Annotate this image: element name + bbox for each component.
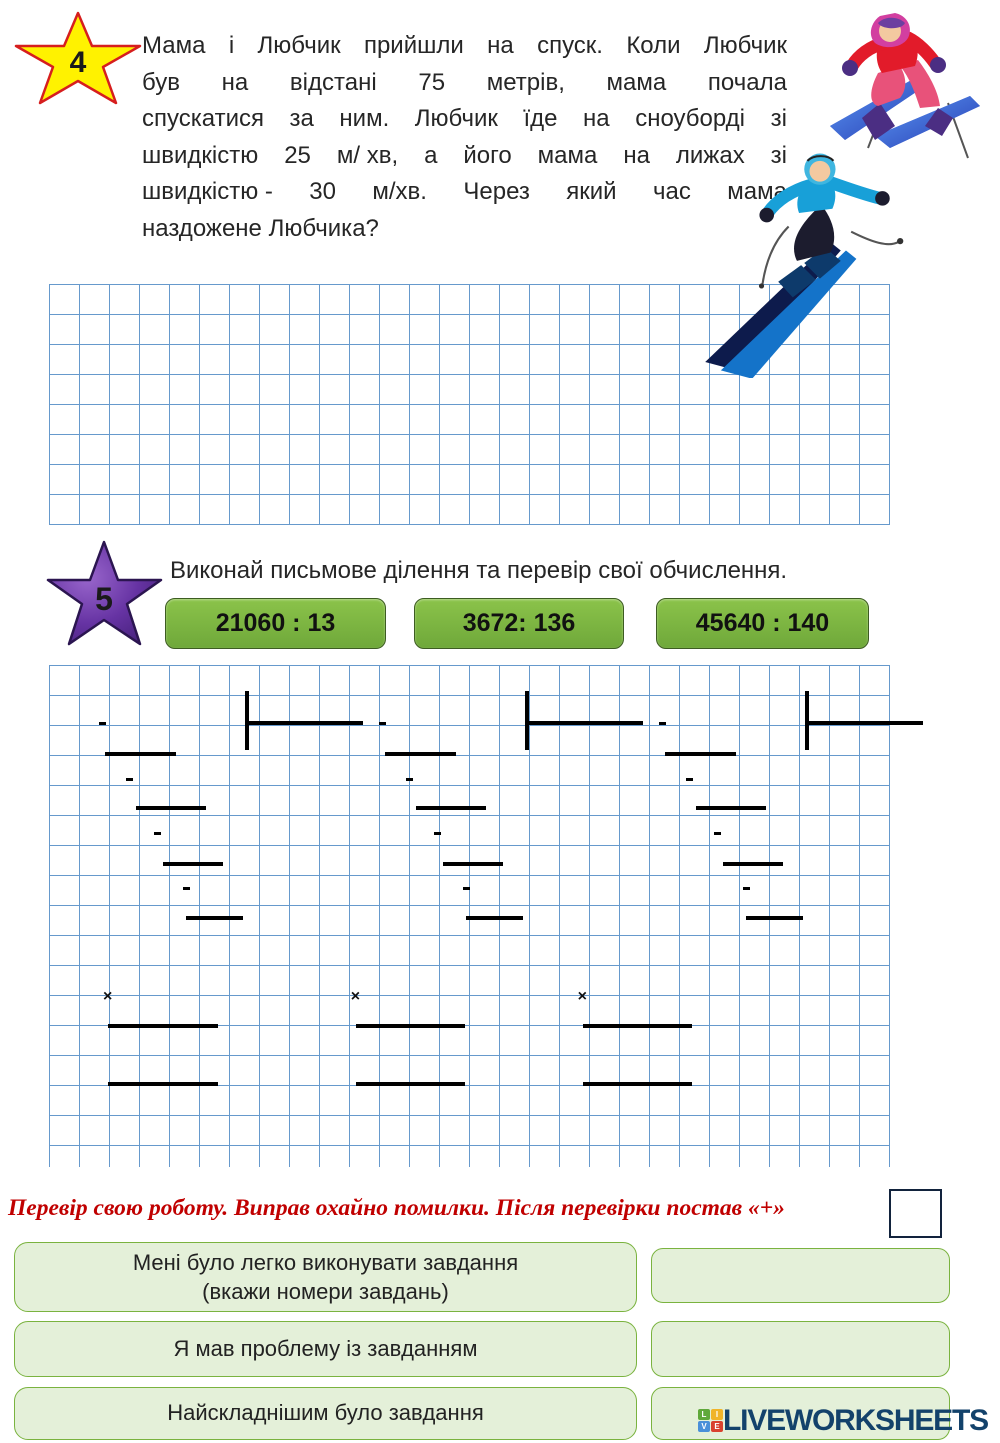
svg-text:5: 5 [95, 581, 113, 617]
svg-text:4: 4 [70, 46, 87, 79]
